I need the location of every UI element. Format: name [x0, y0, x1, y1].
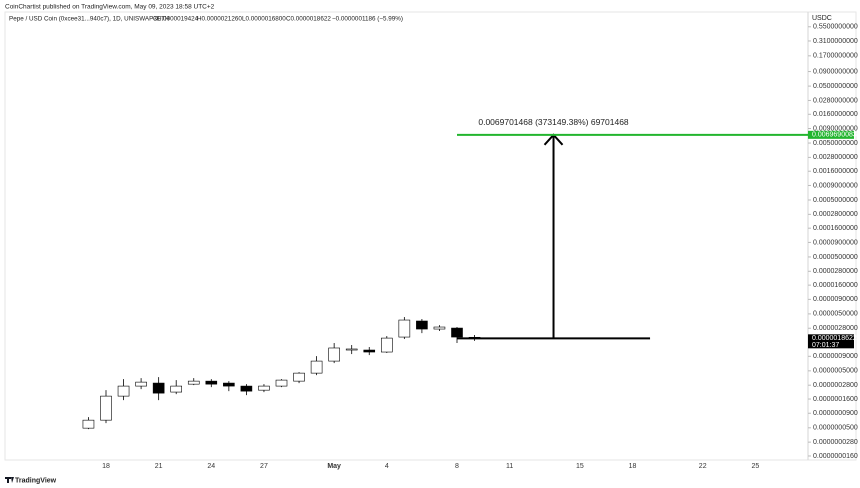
last-price-label: 0.0000018622 [812, 335, 857, 342]
x-tick-label: 18 [102, 463, 110, 470]
candle-body [223, 382, 235, 387]
target-price-box [808, 130, 854, 139]
y-tick-label: 0.0001600000 [813, 225, 858, 232]
candle-body [135, 381, 147, 387]
y-tick-label: 0.0090000000 [813, 125, 858, 132]
y-tick-label: 0.0028000000 [813, 154, 858, 161]
y-tick-label: 0.0000000900 [813, 410, 858, 417]
y-tick-label: 0.0005000000 [813, 197, 858, 204]
x-tick-label: 18 [629, 463, 637, 470]
y-tick-label: 0.0000050000 [813, 311, 858, 318]
target-price-label: 0.0069690083 [812, 132, 857, 139]
y-tick-label: 0.0000002800 [813, 382, 858, 389]
candle-body [258, 385, 270, 391]
x-tick-label: 8 [455, 463, 459, 470]
x-tick-label: 25 [751, 463, 759, 470]
y-tick-label: 0.0000000500 [813, 425, 858, 432]
candle-body [117, 385, 130, 397]
y-tick-label: 0.0000009000 [813, 353, 858, 360]
candle-body [293, 372, 305, 382]
candle-body [398, 319, 411, 338]
ohlc-high: H0.0000021260 [197, 16, 242, 23]
candle-body [416, 320, 428, 330]
logo-mark [5, 477, 14, 483]
attribution: CoinChartist published on TradingView.co… [5, 4, 215, 11]
pane-border [4, 11, 857, 461]
y-tick-label: 0.0002800000 [813, 211, 858, 218]
y-tick-label: 0.0000005000 [813, 368, 858, 375]
symbol: Pepe / USD Coin (0xcee31...940c7), 1D, U… [9, 16, 170, 23]
ohlc-low: L0.0000016800 [242, 16, 286, 23]
y-tick-label: 0.0009000000 [813, 182, 858, 189]
y-tick-label: 0.0000001600 [813, 396, 858, 403]
candle-body [82, 419, 95, 429]
y-tick-label: 0.0000090000 [813, 296, 858, 303]
y-tick-label: 0.0000280000 [813, 268, 858, 275]
x-tick-label: 24 [207, 463, 215, 470]
y-tick-label: 0.0050000000 [813, 140, 858, 147]
candle-body [240, 385, 253, 392]
y-tick-label: 0.0900000000 [813, 68, 858, 75]
footer: TradingView [15, 477, 57, 484]
y-tick-label: 0.0000160000 [813, 282, 858, 289]
x-tick-label: May [327, 463, 341, 470]
candle-body [170, 385, 182, 393]
candle-body [380, 337, 393, 353]
y-tick-label: 0.0160000000 [813, 111, 858, 118]
candle-body [310, 360, 323, 374]
countdown: 07:01:37 [812, 342, 839, 349]
currency: USDC [812, 15, 832, 22]
plot-area [82, 133, 808, 430]
y-tick-label: 0.0000028000 [813, 325, 858, 332]
x-tick-label: 15 [576, 463, 584, 470]
measure-label: 0.0069701468 (373149.38%) 69701468 [478, 117, 629, 127]
candle-body [433, 326, 446, 330]
candle-body [451, 327, 463, 338]
y-tick-label: 0.0000000160 [813, 453, 858, 460]
y-tick-label: 0.3100000000 [813, 38, 858, 45]
y-tick-label: 0.0280000000 [813, 97, 858, 104]
last-price-box [808, 334, 854, 349]
y-tick-label: 0.5500000000 [813, 24, 858, 31]
x-tick-label: 21 [155, 463, 163, 470]
y-tick-label: 0.0000500000 [813, 254, 858, 261]
x-tick-label: 11 [506, 463, 513, 470]
y-tick-label: 0.0016000000 [813, 168, 858, 175]
candle-body [100, 395, 112, 421]
x-tick-label: 27 [260, 463, 268, 470]
ohlc-close: C0.0000018622 [286, 16, 331, 23]
y-tick-label: 0.1700000000 [813, 53, 858, 60]
candle-body [152, 382, 165, 394]
y-tick-label: 0.0000000280 [813, 439, 858, 446]
x-tick-label: 22 [699, 463, 707, 470]
candle-body [363, 349, 376, 353]
y-tick-label: 0.0000900000 [813, 239, 858, 246]
logo: TradingView [5, 477, 57, 484]
change: −0.0000001186 (−5.99%) [332, 16, 403, 23]
candle-body [275, 379, 288, 387]
ohlc-open: O0.0000019424 [153, 16, 199, 23]
y-tick-label: 0.0500000000 [813, 83, 858, 90]
candle-body [187, 380, 200, 385]
x-tick-label: 4 [385, 463, 389, 470]
candle-body [205, 380, 218, 385]
candle-body [328, 347, 340, 362]
candle-body [345, 348, 358, 351]
